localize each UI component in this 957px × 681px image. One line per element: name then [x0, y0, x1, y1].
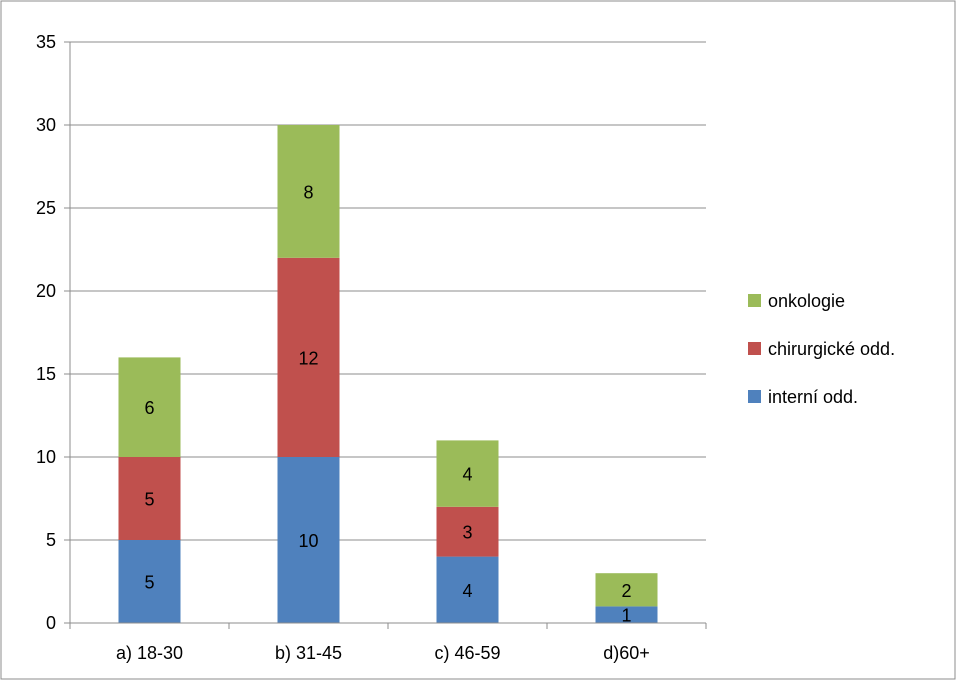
y-tick-label: 25: [36, 198, 56, 218]
bar-segment: [118, 357, 181, 457]
y-tick-label: 35: [36, 32, 56, 52]
bar-segment: [118, 457, 181, 540]
bar-segment: [595, 573, 658, 607]
legend: onkologie chirurgické odd. interní odd.: [748, 291, 895, 407]
data-label: 10: [298, 531, 318, 551]
data-label: 4: [462, 581, 472, 601]
legend-label: onkologie: [768, 291, 845, 311]
y-tick-label: 30: [36, 115, 56, 135]
bars: [118, 125, 658, 623]
bar-segment: [436, 556, 499, 623]
y-tick-label: 15: [36, 364, 56, 384]
y-tick-label: 0: [46, 613, 56, 633]
bar-segment: [595, 606, 658, 623]
y-tick-label: 5: [46, 530, 56, 550]
x-tick-label: a) 18-30: [116, 643, 183, 663]
data-label: 2: [621, 581, 631, 601]
legend-swatch: [748, 390, 761, 403]
data-label: 3: [462, 523, 472, 543]
legend-swatch: [748, 342, 761, 355]
data-label: 6: [144, 398, 154, 418]
data-label: 8: [303, 182, 313, 202]
legend-label: interní odd.: [768, 387, 858, 407]
legend-label: chirurgické odd.: [768, 339, 895, 359]
data-label: 4: [462, 465, 472, 485]
x-tick-label: c) 46-59: [434, 643, 500, 663]
bar-segment: [277, 457, 340, 623]
x-tick-label: d)60+: [603, 643, 650, 663]
data-label: 5: [144, 573, 154, 593]
x-tick-label: b) 31-45: [275, 643, 342, 663]
bar-segment: [118, 540, 181, 623]
bar-segment: [277, 125, 340, 258]
data-label: 1: [621, 606, 631, 626]
y-tick-label: 10: [36, 447, 56, 467]
y-tick-label: 20: [36, 281, 56, 301]
bar-segment: [436, 440, 499, 507]
data-label: 12: [298, 348, 318, 368]
data-label: 5: [144, 490, 154, 510]
bar-segment: [436, 506, 499, 557]
bar-segment: [277, 257, 340, 457]
legend-swatch: [748, 294, 761, 307]
